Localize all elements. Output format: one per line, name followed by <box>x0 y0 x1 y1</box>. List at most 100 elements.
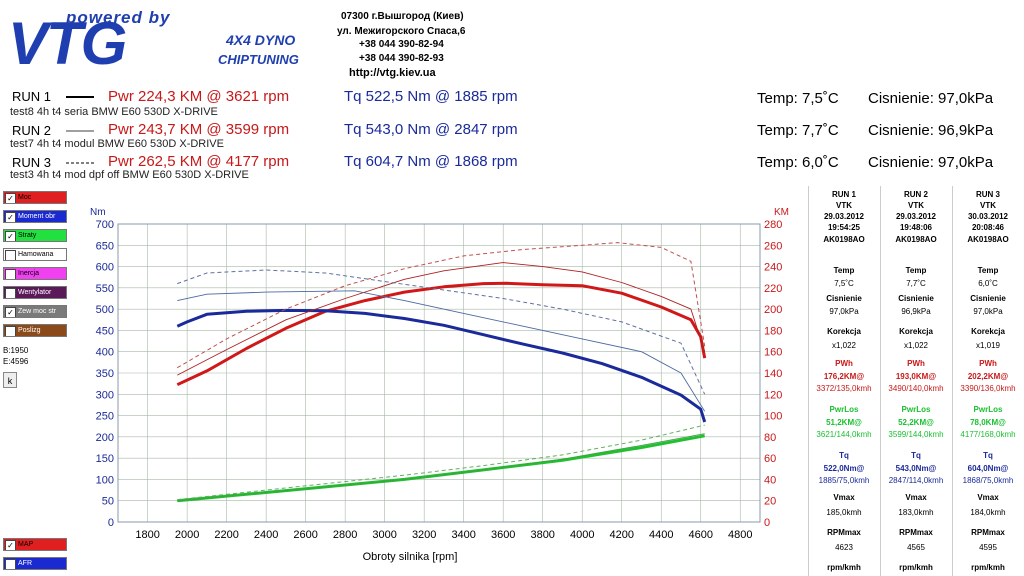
panel-rpmkmh: rpm/kmh <box>827 563 861 572</box>
legend-wentylator-label: Wentylator <box>18 289 52 296</box>
series-run-2-pwrlos <box>177 433 705 502</box>
panel-rpmmax: 4623 <box>835 543 853 552</box>
legend-poslizg-checkbox[interactable] <box>5 326 16 336</box>
panel-kor: x1,019 <box>975 341 1001 350</box>
panel-tq-label: Tq <box>839 451 849 460</box>
legend-poslizg-label: Poslizg <box>18 327 41 334</box>
y-left-tick-label: 100 <box>96 474 114 486</box>
panel-plate: AK0198AO <box>895 235 937 244</box>
series-run-2-pwr <box>177 262 706 376</box>
panel-tq-at: 1868/75,0kmh <box>962 476 1014 485</box>
dyno-chart: 0501001502002503003504004505005506006507… <box>70 186 810 576</box>
legend-hamowana-checkbox[interactable] <box>5 250 16 260</box>
panel-vmax: 184,0kmh <box>970 508 1006 517</box>
legend-moc-checkbox[interactable]: ✓ <box>5 193 16 203</box>
panel-kor-label: Korekcja <box>971 327 1005 336</box>
legend-straty[interactable]: ✓ Straty <box>3 229 67 242</box>
dyno-label: 4X4 DYNO <box>226 32 296 48</box>
run-1-power: Pwr 224,3 KM @ 3621 rpm <box>108 88 290 105</box>
series-run-3-tq <box>177 269 706 395</box>
panel-column-run-2: RUN 2 VTK 29.03.2012 19:48:06 AK0198AO Temp 7,… <box>880 186 951 576</box>
panel-tag: VTK <box>836 201 852 210</box>
panel-pwh-at: 3490/140,0kmh <box>888 384 944 393</box>
run-2-line-sample <box>66 130 94 132</box>
k-button[interactable]: k <box>3 372 17 388</box>
contact-phone-1: +38 044 390-82-94 <box>359 39 444 50</box>
panel-tq-label: Tq <box>983 451 993 460</box>
panel-pres: 97,0kPa <box>973 307 1003 316</box>
y-left-tick-label: 600 <box>96 262 114 274</box>
x-tick-label: 2800 <box>333 529 357 541</box>
panel-tq: 522,0Nm@ <box>823 464 865 473</box>
run-1-torque: Tq 522,5 Nm @ 1885 rpm <box>344 88 518 105</box>
legend-zew-moc-label: Zew moc str <box>18 308 57 315</box>
legend-poslizg[interactable]: Poslizg <box>3 324 67 337</box>
panel-vmax-label: Vmax <box>833 493 855 502</box>
panel-pres: 97,0kPa <box>829 307 859 316</box>
legend-zew-moc[interactable]: ✓ Zew moc str <box>3 305 67 318</box>
legend-moment-checkbox[interactable]: ✓ <box>5 212 16 222</box>
x-tick-label: 4000 <box>570 529 594 541</box>
panel-temp: 7,7˚C <box>906 279 926 288</box>
run-3-line-sample <box>66 162 94 164</box>
legend-inercja-checkbox[interactable] <box>5 269 16 279</box>
run-1-label: RUN 1 <box>12 89 52 104</box>
panel-temp: 7,5˚C <box>834 279 854 288</box>
panel-kor: x1,022 <box>903 341 929 350</box>
begin-rpm-label: B:1950 <box>3 346 29 355</box>
panel-pwrlos: 78,0KM@ <box>970 418 1006 427</box>
legend-wentylator-checkbox[interactable] <box>5 288 16 298</box>
run-2-power: Pwr 243,7 KM @ 3599 rpm <box>108 121 290 138</box>
panel-pwh-label: PWh <box>979 359 997 368</box>
panel-tag: VTK <box>980 201 996 210</box>
run-3-temp: Temp: 6,0˚C <box>757 154 839 171</box>
panel-pres-label: Cisnienie <box>826 294 862 303</box>
x-tick-label: 4600 <box>688 529 712 541</box>
panel-vmax: 183,0kmh <box>898 508 934 517</box>
y-right-tick-label: 280 <box>764 219 782 231</box>
end-rpm-label: E:4596 <box>3 357 29 366</box>
legend-inercja[interactable]: Inercja <box>3 267 67 280</box>
y-left-tick-label: 700 <box>96 219 114 231</box>
legend-moc[interactable]: ✓ Moc <box>3 191 67 204</box>
legend-moment[interactable]: ✓ Moment obr <box>3 210 67 223</box>
legend-afr[interactable]: AFR <box>3 557 67 570</box>
panel-vmax: 185,0kmh <box>826 508 862 517</box>
legend-zew-moc-checkbox[interactable]: ✓ <box>5 307 16 317</box>
y-right-tick-label: 220 <box>764 283 782 295</box>
run-1-description: test8 4h t4 seria BMW E60 530D X-DRIVE <box>10 106 218 118</box>
panel-pwrlos-label: PwrLos <box>901 405 931 414</box>
y-right-tick-label: 40 <box>764 474 776 486</box>
panel-kor-label: Korekcja <box>899 327 933 336</box>
run-1-temp: Temp: 7,5˚C <box>757 90 839 107</box>
panel-pres-label: Cisnienie <box>970 294 1006 303</box>
legend-straty-checkbox[interactable]: ✓ <box>5 231 16 241</box>
y-right-tick-label: 200 <box>764 304 782 316</box>
logo-powered-by: powered by <box>66 8 171 27</box>
chart-background <box>70 186 810 576</box>
series-run-2-tq <box>177 290 706 412</box>
x-tick-label: 3600 <box>491 529 515 541</box>
contact-website[interactable]: http://vtg.kiev.ua <box>349 67 436 79</box>
legend-moc-label: Moc <box>18 194 32 201</box>
y-right-tick-label: 180 <box>764 325 782 337</box>
panel-pwrlos: 51,2KM@ <box>826 418 862 427</box>
y-left-tick-label: 250 <box>96 411 114 423</box>
panel-pwh: 176,2KM@ <box>823 372 865 381</box>
run-1-pressure: Cisnienie: 97,0kPa <box>868 90 994 107</box>
x-tick-label: 2000 <box>175 529 199 541</box>
chiptuning-label: CHIPTUNING <box>218 52 299 67</box>
panel-vmax-label: Vmax <box>905 493 927 502</box>
x-axis: 1800 2000 2200 2400 2600 2800 3000 3200 3400 3600… <box>135 529 752 541</box>
legend-wentylator[interactable]: Wentylator <box>3 286 67 299</box>
panel-temp-label: Temp <box>833 266 855 275</box>
panel-pwh-at: 3390/136,0kmh <box>960 384 1016 393</box>
run-3-power: Pwr 262,5 KM @ 4177 rpm <box>108 153 290 170</box>
x-tick-label: 4200 <box>609 529 633 541</box>
panel-pwrlos: 52,2KM@ <box>898 418 934 427</box>
legend-afr-checkbox[interactable] <box>5 559 16 569</box>
legend-map-checkbox[interactable]: ✓ <box>5 540 16 550</box>
legend-map[interactable]: ✓ MAP <box>3 538 67 551</box>
y-left-tick-label: 550 <box>96 283 114 295</box>
legend-hamowana[interactable]: Hamowana <box>3 248 67 261</box>
